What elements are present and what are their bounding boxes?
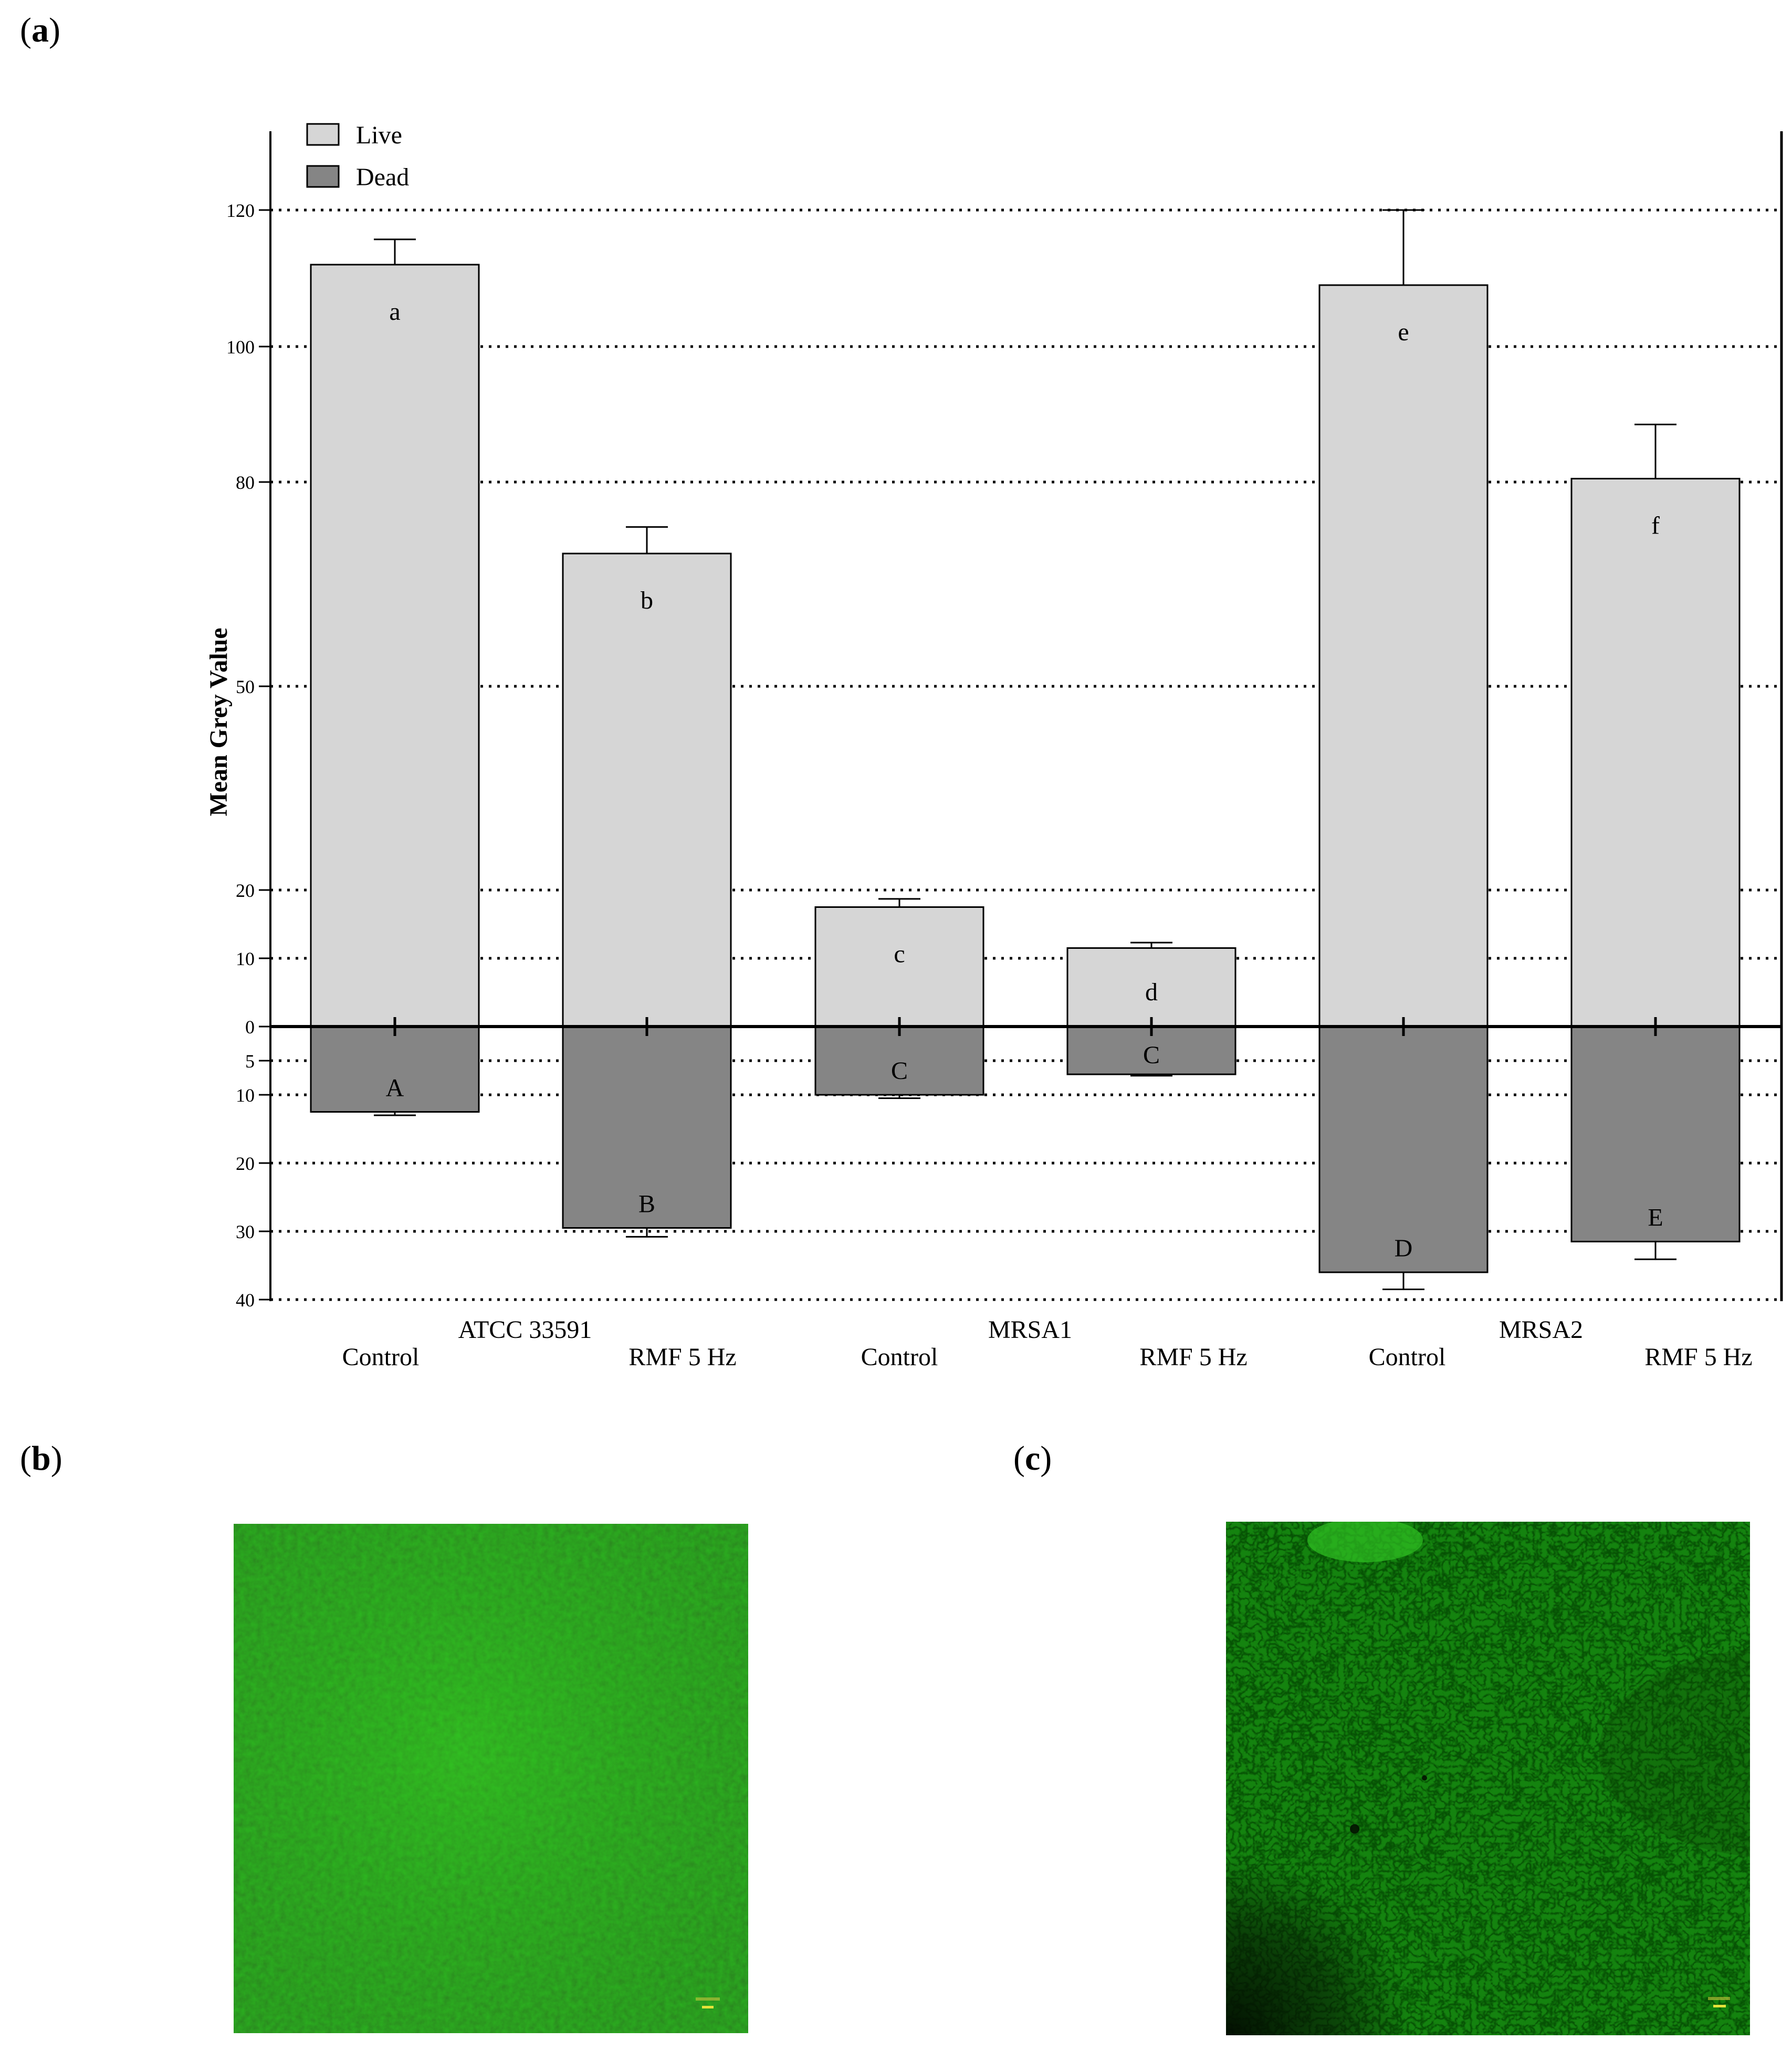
micrograph-rmf-image — [1226, 1522, 1750, 2035]
bar-live — [814, 906, 984, 1028]
micrograph-control — [234, 1524, 748, 2033]
y-axis-label: Mean Grey Value — [205, 627, 233, 816]
bar-dead — [1318, 1026, 1489, 1273]
legend-label-dead: Dead — [356, 163, 409, 191]
dark-spot — [1350, 1824, 1359, 1834]
legend-swatch-dead — [306, 165, 340, 188]
panel-label-b: (b) — [20, 1439, 62, 1478]
significance-letter-dead: C — [891, 1057, 908, 1085]
significance-letter-dead: B — [638, 1190, 655, 1218]
x-category-label: RMF 5 Hz — [1139, 1343, 1247, 1371]
x-category-label: Control — [342, 1343, 420, 1371]
bar-dead — [562, 1026, 732, 1229]
y-tick-label: 40 — [236, 1290, 255, 1311]
y-tick-label: 10 — [236, 948, 255, 969]
y-tick-label: 50 — [236, 676, 255, 697]
bar-live — [1066, 947, 1236, 1028]
x-group-label: MRSA1 — [988, 1316, 1072, 1344]
y-tick-label: 80 — [236, 472, 255, 493]
bar-chart: a Ab Bc Cd Ce Df E 0 10 20 50 80 100 120 5 10 20 30 40 Mean… — [205, 121, 1783, 1371]
panel-label-c: (c) — [1013, 1439, 1052, 1478]
bar-live — [310, 264, 480, 1028]
scale-bar-text — [696, 1997, 720, 2001]
y-tick-label: 10 — [236, 1085, 255, 1106]
x-group-label: ATCC 33591 — [458, 1316, 592, 1344]
bar-live — [1318, 284, 1489, 1028]
bar-dead — [1570, 1026, 1741, 1242]
y-tick-label: 120 — [226, 200, 255, 221]
bar-live — [1570, 478, 1741, 1028]
significance-letter-live: a — [389, 298, 400, 326]
significance-letter-live: c — [894, 940, 905, 968]
scale-bar — [702, 2006, 714, 2008]
bars — [310, 209, 1741, 1290]
axes — [259, 131, 1783, 1301]
micrograph-rmf — [1226, 1522, 1750, 2035]
legend-swatch-live — [306, 123, 340, 146]
gridlines — [270, 208, 1781, 1301]
scale-bar — [1713, 2005, 1726, 2007]
dark-spot — [1422, 1775, 1427, 1781]
bar-live — [562, 552, 732, 1028]
legend-label-live: Live — [356, 121, 402, 149]
significance-letter-live: f — [1651, 512, 1660, 540]
bright-cluster — [1307, 1522, 1423, 1562]
x-category-label: Control — [1369, 1343, 1446, 1371]
significance-letter-dead: C — [1143, 1041, 1160, 1069]
x-category-label: RMF 5 Hz — [628, 1343, 736, 1371]
panel-label-a: (a) — [20, 11, 60, 49]
chart-text: a Ab Bc Cd Ce Df E 0 10 20 50 80 100 120 5 10 20 30 40 Mean… — [205, 121, 1753, 1371]
x-category-label: RMF 5 Hz — [1644, 1343, 1752, 1371]
y-tick-label: 20 — [236, 880, 255, 901]
significance-letter-live: e — [1398, 318, 1409, 346]
significance-letter-dead: A — [386, 1074, 404, 1102]
y-tick-label: 0 — [245, 1017, 255, 1038]
significance-letter-live: b — [641, 587, 653, 614]
scale-bar-text — [1708, 1997, 1730, 2000]
micrograph-control-image — [234, 1524, 748, 2033]
x-group-label: MRSA2 — [1499, 1316, 1583, 1344]
significance-letter-dead: D — [1395, 1234, 1413, 1262]
significance-letter-dead: E — [1648, 1204, 1663, 1232]
significance-letter-live: d — [1145, 978, 1158, 1006]
y-tick-label: 20 — [236, 1153, 255, 1174]
x-category-label: Control — [861, 1343, 938, 1371]
y-tick-label: 100 — [226, 337, 255, 358]
y-tick-label: 30 — [236, 1221, 255, 1242]
y-tick-label: 5 — [245, 1051, 255, 1072]
